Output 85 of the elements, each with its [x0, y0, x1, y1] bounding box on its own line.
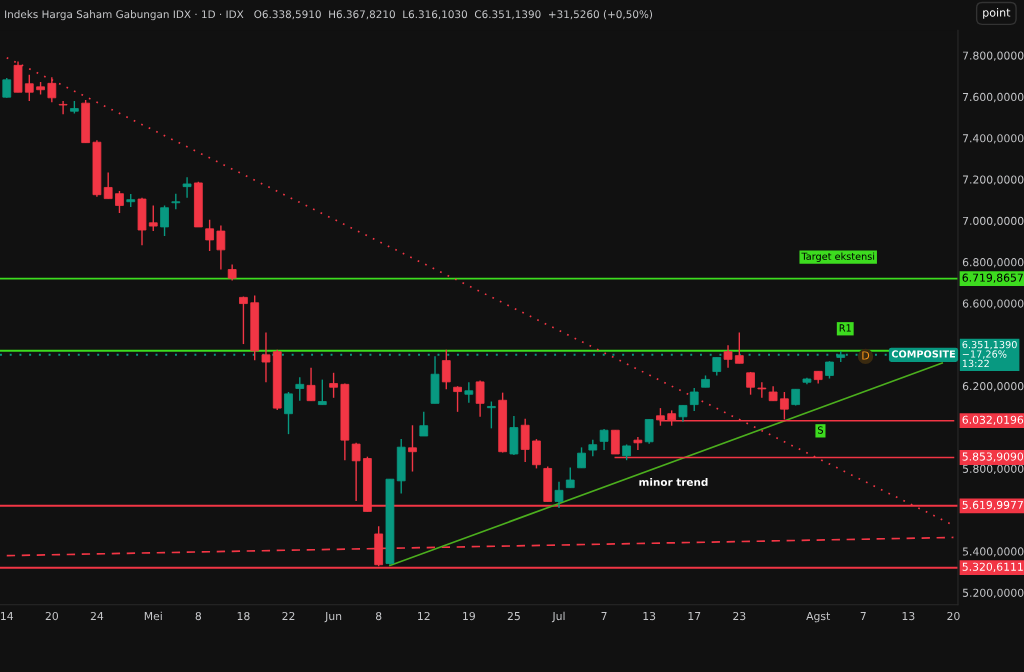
y-tick-label: 7.600,0000 — [963, 92, 1024, 103]
candlestick — [284, 391, 293, 435]
candlestick — [2, 77, 12, 99]
candlestick — [757, 381, 767, 399]
chart-title: Indeks Harga Saham Gabungan IDX · 1D · IDX O6.338,5910 H6.367,8210 L6.316,1030 C6.351,1390 +31,5260 (+0,50%) — [5, 10, 653, 21]
text: 6.351,1390 −17,26% 13:22 — [962, 340, 1017, 368]
x-tick-label: 24 — [90, 611, 104, 620]
candlestick — [103, 171, 113, 200]
candlestick — [565, 466, 575, 489]
candlestick — [723, 344, 733, 369]
candlestick — [317, 378, 327, 406]
y-tick-label: 7.000,0000 — [963, 216, 1024, 227]
x-tick-label: 14 — [1, 612, 14, 620]
candlestick — [47, 76, 57, 103]
candlestick — [171, 192, 181, 211]
candlestick — [554, 481, 564, 509]
candlestick — [148, 204, 158, 232]
annotation: minor trend — [639, 477, 708, 487]
y-tick-label: 6.800,0000 — [962, 258, 1024, 268]
candlestick — [453, 385, 462, 413]
x-tick-label: 12 — [418, 611, 430, 620]
x-tick-label: 23 — [733, 611, 746, 621]
text: point — [983, 8, 1011, 19]
series-label: 6.032,0196 — [962, 415, 1024, 425]
annotation: COMPOSITE — [891, 350, 955, 358]
candlestick — [329, 372, 338, 399]
candlestick — [633, 436, 643, 451]
candlestick — [419, 411, 429, 437]
y-tick-label: 7.200,0000 — [963, 175, 1024, 185]
y-tick-label: 5.400,0000 — [962, 547, 1024, 557]
candlestick — [306, 367, 316, 402]
ref-line-label: 5.320,6111 — [962, 562, 1023, 572]
series-label: 5.853,9090 — [962, 452, 1024, 462]
x-tick-label: 22 — [282, 611, 295, 620]
x-tick-label: 13 — [902, 611, 915, 621]
candlestick — [644, 418, 654, 445]
candlestick — [58, 100, 68, 116]
y-tick-label: 7.400,0000 — [963, 134, 1024, 144]
candlestick — [610, 429, 620, 455]
candlestick — [689, 387, 699, 412]
x-tick-label: 19 — [463, 611, 475, 621]
annotation: Target ekstensi — [801, 252, 875, 262]
candlestick — [408, 424, 417, 473]
y-tick-label: 6.200,0000 — [962, 382, 1024, 392]
y-tick-label: 7.800,0000 — [963, 51, 1024, 61]
x-tick-label: Jul — [551, 611, 565, 623]
candlestick — [205, 218, 214, 252]
candlestick — [182, 176, 192, 199]
candlestick — [24, 74, 34, 102]
x-tick-label: Mei — [144, 611, 162, 621]
x-tick-label: 7 — [860, 612, 866, 620]
ref-line-label: 5.619,9977 — [962, 500, 1023, 511]
candlestick — [115, 190, 124, 214]
candlestick — [464, 381, 474, 404]
ref-line-label: 6.719,8657 — [962, 273, 1023, 283]
candlestick — [239, 295, 248, 345]
candlestick — [487, 400, 496, 430]
y-tick-label: 5.800,0000 — [962, 464, 1024, 475]
annotation: D — [862, 351, 870, 360]
candlestick — [532, 438, 541, 470]
x-tick-label: Jun — [324, 612, 342, 623]
x-tick-label: 17 — [688, 612, 701, 620]
annotation: S — [818, 426, 823, 434]
candlestick — [295, 376, 305, 402]
x-tick-label: 18 — [237, 611, 250, 621]
candlestick — [441, 349, 451, 391]
y-tick-label: 6.600,0000 — [962, 299, 1024, 309]
candlestick — [160, 204, 169, 237]
candlestick — [734, 331, 744, 364]
x-tick-label: 8 — [195, 611, 202, 621]
candlestick — [351, 442, 361, 502]
candlestick — [577, 446, 586, 469]
x-tick-label: 7 — [601, 612, 607, 620]
x-tick-label: 13 — [643, 611, 656, 621]
x-tick-label: Agst — [806, 612, 831, 623]
x-tick-label: 8 — [375, 611, 382, 621]
candlestick — [261, 331, 271, 383]
x-tick-label: 25 — [507, 611, 520, 621]
y-tick-label: 5.200,0000 — [962, 588, 1024, 598]
x-tick-label: 20 — [947, 611, 960, 621]
x-tick-label: 20 — [45, 611, 59, 621]
annotation: R1 — [839, 324, 851, 332]
candlestick — [216, 224, 226, 271]
candlestick — [599, 428, 609, 451]
candlestick — [475, 379, 485, 418]
